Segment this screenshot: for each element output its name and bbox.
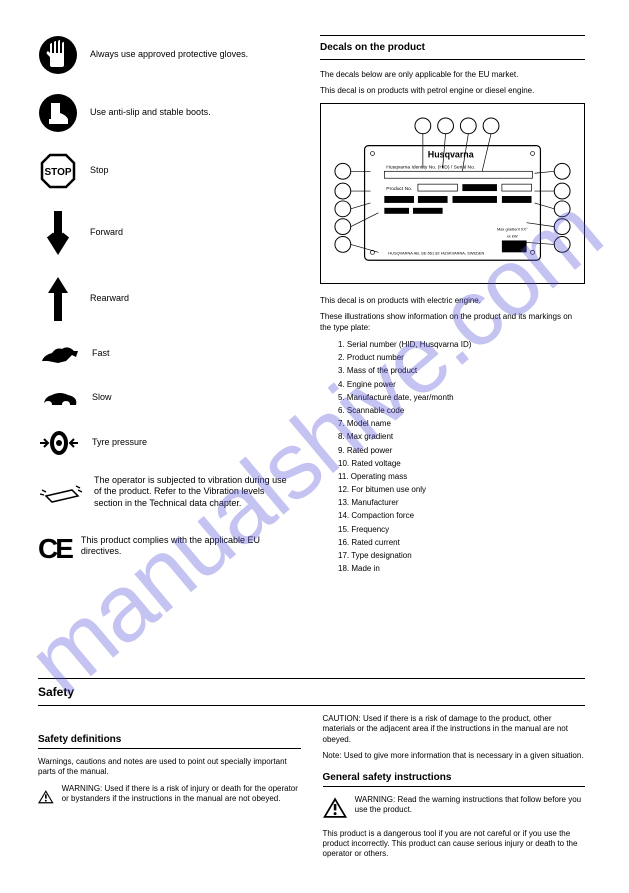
gloves-icon [38,35,78,75]
fast-text: Fast [92,348,110,359]
l8: 8. Max gradient [338,431,585,442]
ce-text: This product complies with the applicabl… [81,535,288,558]
rearward-text: Rearward [90,293,129,304]
safety-def-text: Warnings, cautions and notes are used to… [38,757,301,778]
forward-icon [38,209,78,257]
l15: 15. Frequency [338,524,585,535]
warning-text-2: WARNING: Read the warning instructions t… [355,795,585,816]
stop-icon: STOP [38,151,78,191]
l13: 13. Manufacturer [338,497,585,508]
l11: 11. Operating mass [338,471,585,482]
tyre-icon [38,429,80,457]
svg-text:HUSQVARNA AB, SE-561 82 HUSKVA: HUSQVARNA AB, SE-561 82 HUSKVARNA, SWEDE… [388,250,484,255]
type-plate-diagram: Husqvarna Husqvarna Identity No. (HID) /… [320,103,585,284]
l3: 3. Mass of the product [338,365,585,376]
safety-definitions-heading: Safety definitions [38,734,301,749]
slow-icon [38,385,80,411]
l5: 5. Manufacture date, year/month [338,392,585,403]
l18: 18. Made in [338,563,585,574]
para-eu: The decals below are only applicable for… [320,70,585,80]
l17: 17. Type designation [338,550,585,561]
rearward-icon [38,275,78,323]
ce-mark: CE [38,533,71,565]
note-text: Note: Used to give more information that… [323,751,586,761]
vibration-text: The operator is subjected to vibration d… [94,475,288,509]
svg-text:Husqvarna: Husqvarna [428,149,474,159]
l9: 9. Rated power [338,445,585,456]
warning-icon [38,784,54,810]
l1: 1. Serial number (HID, Husqvarna ID) [338,339,585,350]
bullet1: This product is a dangerous tool if you … [323,829,586,860]
stop-text: Stop [90,165,109,176]
safety-heading: Safety [38,678,585,706]
boots-icon [38,93,78,133]
l4: 4. Engine power [338,379,585,390]
l6: 6. Scannable code [338,405,585,416]
svg-text:Max gradient XX°: Max gradient XX° [497,226,528,231]
fast-icon [38,341,80,367]
forward-text: Forward [90,227,123,238]
decals-heading: Decals on the product [320,35,585,60]
l14: 14. Compaction force [338,510,585,521]
l16: 16. Rated current [338,537,585,548]
decal2: This decal is on products with electric … [320,296,585,306]
general-safety-heading: General safety instructions [323,772,586,787]
gloves-text: Always use approved protective gloves. [90,49,248,60]
decal1: This decal is on products with petrol en… [320,86,585,96]
warning-icon [323,795,347,821]
l12: 12. For bitumen use only [338,484,585,495]
l7: 7. Model name [338,418,585,429]
svg-text:Product No.: Product No. [386,186,412,192]
vibration-icon [38,478,82,506]
l2: 2. Product number [338,352,585,363]
boots-text: Use anti-slip and stable boots. [90,107,211,118]
warning-text-1: WARNING: Used if there is a risk of inju… [62,784,301,805]
svg-text:STOP: STOP [44,167,71,178]
caution-text: CAUTION: Used if there is a risk of dama… [323,714,586,745]
list-head: These illustrations show information on … [320,312,585,333]
slow-text: Slow [92,392,112,403]
tyre-text: Tyre pressure [92,437,147,448]
svg-text:xx kW: xx kW [507,233,518,238]
svg-text:Husqvarna Identity No. (HID) /: Husqvarna Identity No. (HID) / Serial No… [386,164,475,170]
l10: 10. Rated voltage [338,458,585,469]
